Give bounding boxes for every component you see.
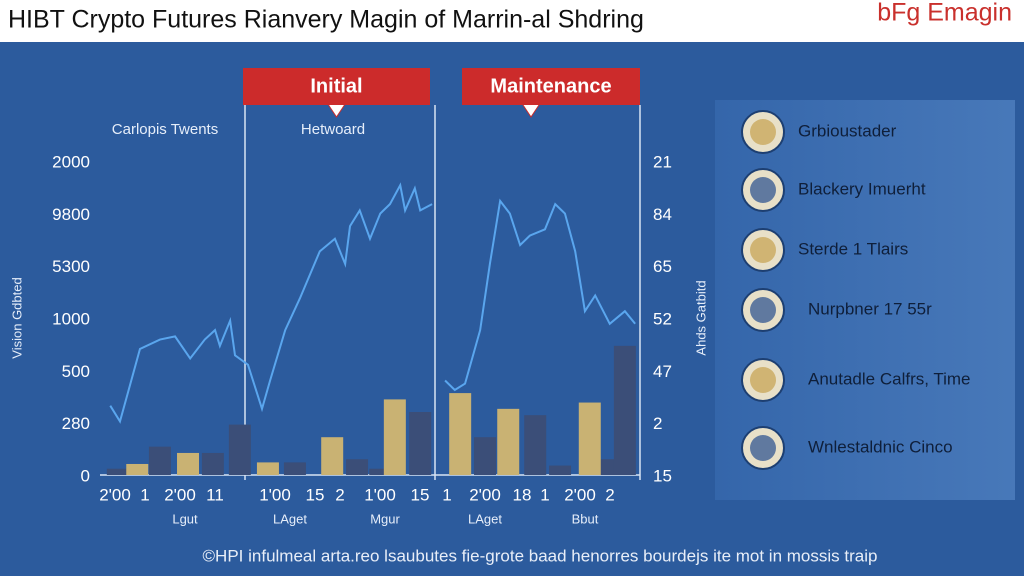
y-tick-label: 1000 <box>52 309 90 328</box>
bar <box>449 393 472 475</box>
y-tick-label: 9800 <box>52 205 90 224</box>
bar <box>369 468 392 475</box>
y2-tick-label: 2 <box>653 414 662 433</box>
subtitle: Hetwoard <box>301 121 365 138</box>
y2-tick-label: 15 <box>653 466 672 485</box>
bar <box>321 437 344 475</box>
bar <box>383 399 406 475</box>
x-sublabel: Mgur <box>370 511 400 526</box>
legend-label: Nurpbner 17 55r <box>808 299 932 318</box>
bar <box>106 468 129 475</box>
header-pointer <box>328 104 345 118</box>
legend-label: Grbioustader <box>798 121 897 140</box>
x-tick-label: 1 <box>140 485 149 504</box>
panel-header <box>462 68 640 105</box>
bar <box>177 452 200 475</box>
x-tick-label: 2'00 <box>564 485 596 504</box>
bar <box>228 424 251 475</box>
y-tick-label: 500 <box>62 362 90 381</box>
bar <box>256 462 279 475</box>
subtitle: Carlopis Twents <box>112 121 218 138</box>
x-tick-label: 2'00 <box>164 485 196 504</box>
bar <box>148 446 171 475</box>
bar <box>283 462 306 475</box>
x-tick-label: 1 <box>442 485 451 504</box>
panel-title: Initial <box>310 75 362 97</box>
x-tick-label: 15 <box>411 485 430 504</box>
legend-icon-inner <box>750 237 776 263</box>
x-tick-label: 1 <box>540 485 549 504</box>
y2-tick-label: 84 <box>653 205 672 224</box>
legend-label: Blackery Imuerht <box>798 179 926 198</box>
legend-icon-inner <box>750 297 776 323</box>
legend-icon-inner <box>750 367 776 393</box>
bar <box>524 415 547 475</box>
x-sublabel: LAget <box>468 511 502 526</box>
y-tick-label: 280 <box>62 414 90 433</box>
logo: bFg Emagin <box>877 0 1012 27</box>
y-axis-title: Vision Gdbted <box>9 277 24 358</box>
x-tick-label: 2 <box>605 485 614 504</box>
legend-icon-inner <box>750 435 776 461</box>
y2-tick-label: 21 <box>653 152 672 171</box>
legend-icon-inner <box>750 177 776 203</box>
bar <box>497 408 520 475</box>
x-tick-label: 1'00 <box>364 485 396 504</box>
bar <box>201 452 224 475</box>
x-sublabel: Bbut <box>572 511 599 526</box>
bar <box>346 459 369 475</box>
x-tick-label: 2'00 <box>469 485 501 504</box>
x-tick-label: 11 <box>206 485 224 504</box>
y-tick-label: 0 <box>81 466 90 485</box>
header-pointer <box>522 104 540 118</box>
y2-tick-label: 65 <box>653 257 672 276</box>
x-tick-label: 2 <box>335 485 344 504</box>
legend-label: Sterde 1 Tlairs <box>798 239 908 258</box>
panel-title: Maintenance <box>490 75 611 97</box>
y-tick-label: 5300 <box>52 257 90 276</box>
legend-label: Anutadle Calfrs, Time <box>808 369 971 388</box>
bar <box>409 412 432 475</box>
x-tick-label: 15 <box>306 485 325 504</box>
line <box>109 182 433 424</box>
panel-header <box>243 68 430 105</box>
x-tick-label: 2'00 <box>99 485 131 504</box>
bar <box>126 463 149 475</box>
line <box>444 198 636 392</box>
bar <box>613 345 636 475</box>
legend-label: Wnlestaldnic Cinco <box>808 437 953 456</box>
bar <box>578 402 601 475</box>
footer: ©HPI infulmeal arta.reo lsaubutes fie-gr… <box>203 546 878 565</box>
y-tick-label: 2000 <box>52 152 90 171</box>
bar <box>549 465 572 475</box>
x-sublabel: LAget <box>273 511 307 526</box>
x-sublabel: Lgut <box>172 511 198 526</box>
y2-tick-label: 47 <box>653 362 672 381</box>
x-tick-label: 1'00 <box>259 485 291 504</box>
bar <box>474 437 497 475</box>
title: HIBT Crypto Futures Rianvery Magin of Ma… <box>8 6 644 34</box>
legend-icon-inner <box>750 119 776 145</box>
y2-tick-label: 52 <box>653 309 672 328</box>
x-tick-label: 18 <box>513 485 532 504</box>
y2-axis-title: Ahds Gatbitd <box>693 280 708 355</box>
